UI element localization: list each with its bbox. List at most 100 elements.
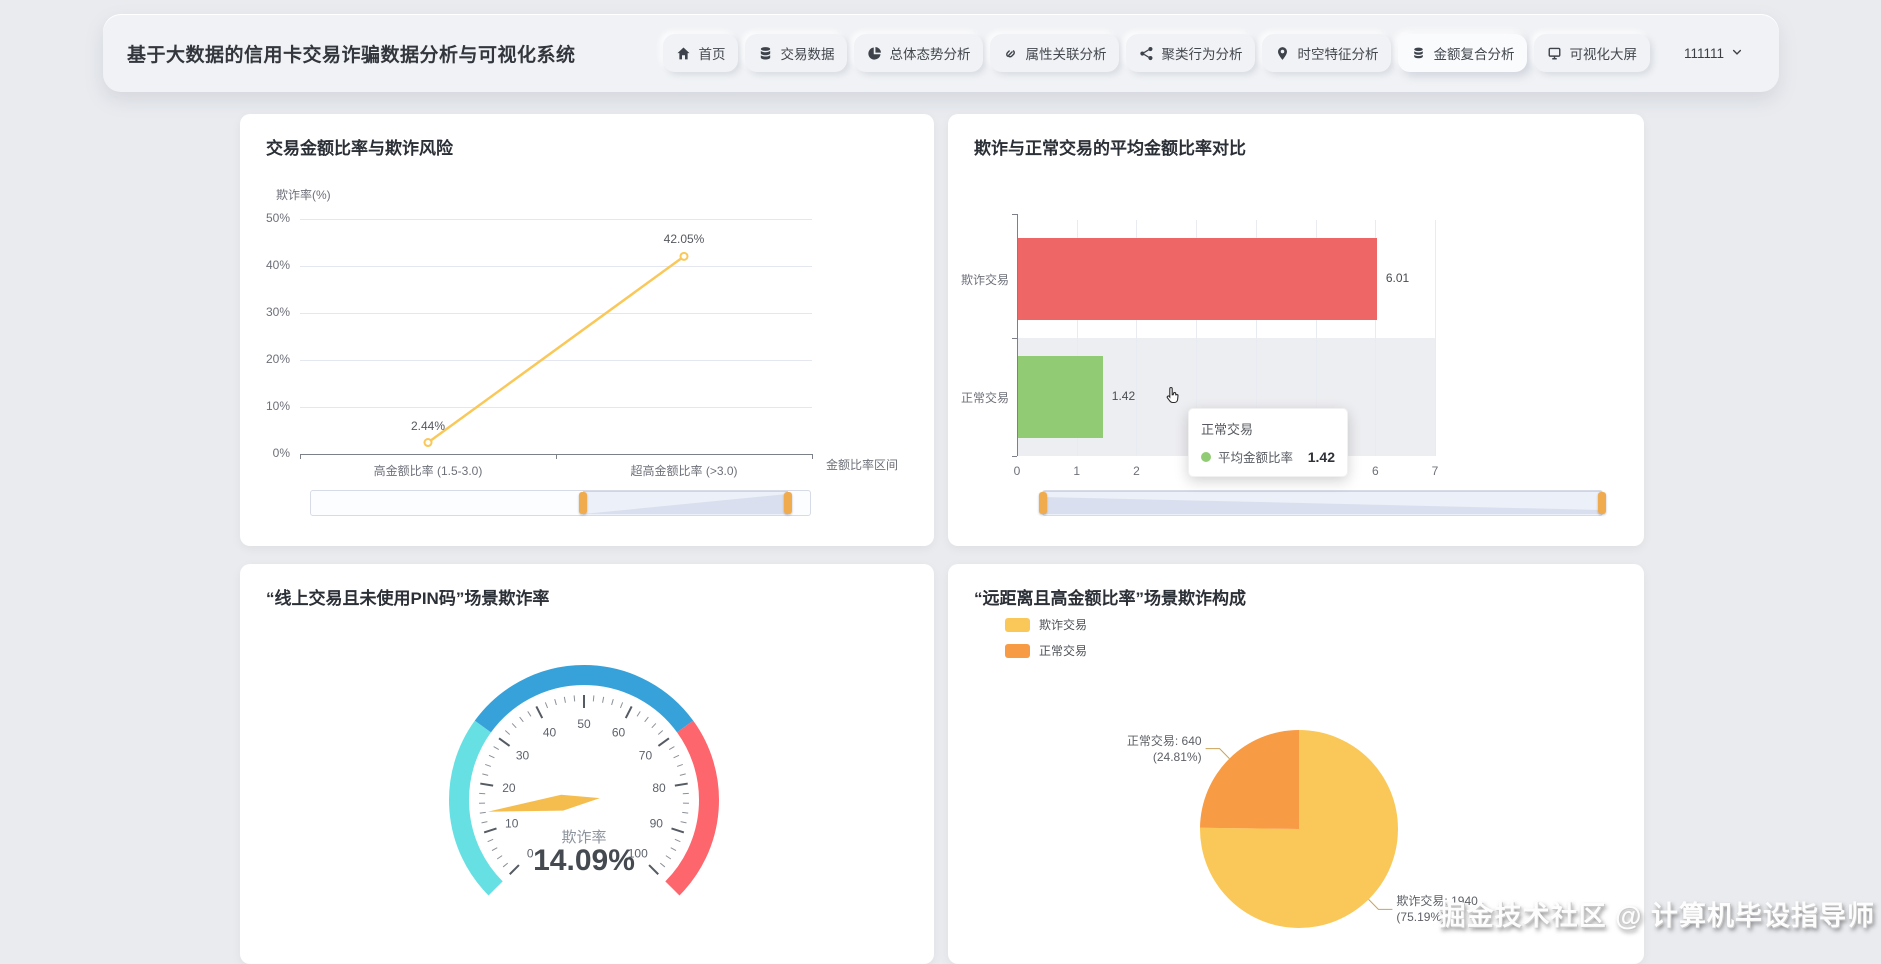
gauge-minor-tick (489, 755, 494, 758)
map-marker-icon (1275, 46, 1290, 61)
top-navbar: 基于大数据的信用卡交易诈骗数据分析与可视化系统 首页 交易数据 总体态势分析 属性关联… (103, 14, 1779, 92)
nav-item-8[interactable]: 可视化大屏 (1534, 34, 1650, 72)
tooltip-series-marker (1201, 452, 1211, 462)
nav-item-5[interactable]: 聚类行为分析 (1126, 34, 1255, 72)
gauge-needle (488, 795, 600, 812)
card-title: 交易金额比率与欺诈风险 (266, 134, 453, 159)
gauge-minor-tick (620, 702, 622, 708)
gauge-minor-tick (482, 822, 488, 823)
x-axis-tick-label: 7 (1415, 464, 1455, 478)
nav-item-label: 总体态势分析 (889, 43, 970, 63)
pie-label-line (1369, 899, 1393, 909)
gauge-minor-tick (512, 723, 516, 727)
data-point[interactable] (681, 253, 688, 260)
gauge-minor-tick (574, 695, 575, 701)
nav-item-1[interactable]: 首页 (663, 34, 738, 72)
datazoom-right-handle[interactable] (1598, 492, 1606, 514)
gauge-minor-tick (480, 812, 486, 813)
y-axis-category-label: 欺诈交易 (948, 271, 1009, 288)
datazoom-shadow (583, 492, 788, 514)
datazoom-right-handle[interactable] (784, 492, 792, 514)
datazoom-left-handle[interactable] (1039, 492, 1047, 514)
tooltip-series-name: 平均金额比率 (1218, 447, 1293, 466)
nav-item-2[interactable]: 交易数据 (745, 34, 847, 72)
cluster-nodes-icon (1139, 46, 1154, 61)
gauge-tick-label: 30 (516, 748, 530, 762)
x-axis-tick-label: 1 (1057, 464, 1097, 478)
nav-item-6[interactable]: 时空特征分析 (1262, 34, 1391, 72)
nav-item-label: 时空特征分析 (1297, 43, 1378, 63)
nav-item-3[interactable]: 总体态势分析 (854, 34, 983, 72)
line-series[interactable] (428, 256, 684, 442)
bar-normal-transactions[interactable] (1018, 356, 1103, 438)
app-title: 基于大数据的信用卡交易诈骗数据分析与可视化系统 (127, 40, 576, 67)
gauge-major-tick (484, 828, 496, 832)
gauge-minor-tick (682, 812, 688, 813)
card-avg-ratio-compare: 欺诈与正常交易的平均金额比率对比 012345676.01欺诈交易1.42正常交… (948, 114, 1644, 546)
gauge-minor-tick (680, 774, 686, 775)
gauge-value-label: 14.09% (484, 844, 684, 878)
gauge-tick-label: 50 (577, 717, 591, 731)
datazoom-shadow (1043, 492, 1602, 514)
gauge-tick-label: 40 (543, 725, 557, 739)
datazoom-slider[interactable] (310, 490, 811, 516)
gauge-minor-tick (505, 731, 510, 735)
datazoom-window[interactable] (583, 491, 788, 515)
pie-chart-icon (867, 46, 882, 61)
nav-item-label: 首页 (698, 43, 725, 63)
datazoom-slider[interactable] (1042, 490, 1603, 516)
bar-value-label: 1.42 (1112, 389, 1135, 403)
pie-label-line (1206, 749, 1230, 759)
gauge-minor-tick (593, 695, 594, 701)
data-point[interactable] (425, 439, 432, 446)
bar-fraud-transactions[interactable] (1018, 238, 1377, 320)
gauge-minor-tick (603, 697, 604, 703)
y-axis-category-label: 正常交易 (948, 389, 1009, 406)
gauge-minor-tick (612, 699, 614, 705)
datazoom-left-handle[interactable] (579, 492, 587, 514)
x-axis-tick-label: 0 (997, 464, 1037, 478)
nav-item-label: 聚类行为分析 (1161, 43, 1242, 63)
gauge-tick-label: 70 (639, 748, 653, 762)
home-icon (676, 46, 691, 61)
y-axis-tick (1012, 214, 1017, 215)
gauge-minor-tick (528, 711, 531, 716)
nav-item-7[interactable]: 金额复合分析 (1398, 34, 1527, 72)
y-axis-tick (1012, 456, 1017, 457)
nav-item-label: 交易数据 (780, 43, 834, 63)
gauge-minor-tick (485, 764, 491, 766)
gauge-minor-tick (645, 717, 649, 722)
database-icon (758, 46, 773, 61)
gauge-minor-tick (545, 702, 547, 708)
pie-slice-normal[interactable] (1200, 730, 1299, 829)
screen-icon (1547, 46, 1562, 61)
gauge-minor-tick (520, 717, 524, 722)
watermark: 掘金技术社区 @ 计算机毕设指导师 (1439, 894, 1875, 933)
nav-item-4[interactable]: 属性关联分析 (990, 34, 1119, 72)
data-point-label: 2.44% (388, 419, 468, 433)
user-menu[interactable]: 111111 (1678, 38, 1749, 69)
x-axis-tick-label: 2 (1116, 464, 1156, 478)
gauge-major-tick (499, 738, 510, 746)
gauge-tick-label: 60 (612, 725, 626, 739)
gauge-minor-tick (675, 839, 681, 841)
card-title: “远距离且高金额比率”场景欺诈构成 (974, 584, 1246, 609)
y-axis-tick (1012, 338, 1017, 339)
gauge-minor-tick (669, 747, 674, 750)
nav-item-label: 属性关联分析 (1025, 43, 1106, 63)
gauge-minor-tick (658, 731, 663, 735)
datazoom-window[interactable] (1043, 491, 1602, 515)
card-title: “线上交易且未使用PIN码”场景欺诈率 (266, 584, 549, 609)
gauge-minor-tick (488, 839, 494, 841)
gauge-major-tick (536, 706, 542, 718)
gauge-major-tick (675, 784, 688, 786)
data-point-label: 42.05% (644, 232, 724, 246)
gauge-minor-tick (564, 697, 565, 703)
nav-item-label: 金额复合分析 (1433, 43, 1514, 63)
nav-menu: 首页 交易数据 总体态势分析 属性关联分析 聚类行为分析 时空特征分析 金额复合分析可视化大… (663, 34, 1650, 72)
tooltip-title: 正常交易 (1201, 419, 1335, 438)
pie-label-pct: (24.81%) (1127, 749, 1202, 765)
